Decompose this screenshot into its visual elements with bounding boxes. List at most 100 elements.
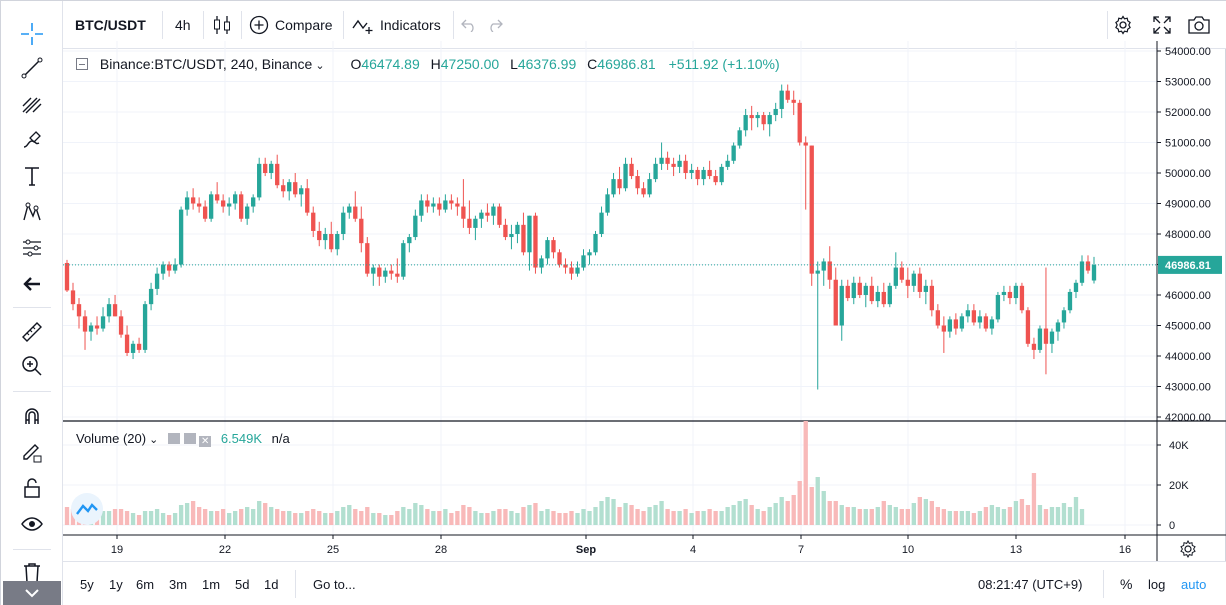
undo-button[interactable] — [461, 1, 477, 49]
interval-button[interactable]: 4h — [175, 17, 191, 33]
toolbar-divider — [162, 11, 163, 39]
candle-body — [142, 304, 148, 350]
chart-style-button[interactable] — [213, 1, 231, 49]
range-button-1m[interactable]: 1m — [202, 576, 221, 592]
volume-bar — [743, 499, 748, 525]
axis-settings-icon[interactable] — [1180, 539, 1196, 559]
volume-bar — [413, 503, 418, 525]
unlock-icon[interactable] — [17, 473, 47, 503]
indicators-button[interactable]: Indicators — [352, 1, 441, 49]
last-price-label: 46986.81 — [1165, 260, 1211, 272]
crosshair-icon[interactable] — [17, 19, 47, 49]
eye-toggle-icon[interactable] — [167, 433, 180, 444]
trend-line-icon[interactable] — [17, 53, 47, 83]
candle-body — [419, 200, 424, 216]
volume-bar — [995, 507, 1001, 525]
toolbar-divider — [13, 391, 51, 392]
volume-legend: Volume (20) ⌄ ✕ 6.549K n/a — [76, 431, 290, 447]
zoom-in-icon[interactable] — [17, 351, 47, 381]
ruler-icon[interactable] — [17, 317, 47, 347]
candle-body — [671, 163, 676, 167]
redo-button[interactable] — [487, 1, 503, 49]
collapse-legend-icon[interactable] — [76, 58, 88, 70]
candle-body — [70, 290, 76, 305]
eye-icon[interactable] — [17, 509, 47, 539]
back-arrow-icon[interactable] — [17, 269, 47, 299]
candle-body — [473, 218, 478, 228]
candle-body — [611, 179, 616, 195]
candle-body — [118, 316, 124, 335]
settings-small-icon[interactable] — [183, 433, 196, 444]
volume-bar — [803, 421, 808, 525]
candle-body — [857, 282, 862, 295]
log-toggle[interactable]: log — [1148, 576, 1166, 592]
range-button-3m[interactable]: 3m — [169, 576, 188, 592]
candle-body — [100, 316, 106, 329]
toolbar-divider — [453, 11, 454, 39]
volume-bar — [341, 507, 346, 525]
volume-bar — [154, 509, 160, 525]
prediction-icon[interactable] — [17, 233, 47, 263]
price-tick-label: 51000.00 — [1165, 138, 1211, 150]
candle-body — [245, 206, 250, 219]
candle-body — [1085, 261, 1091, 271]
snapshot-button[interactable] — [1187, 1, 1211, 49]
goto-button[interactable]: Go to... — [313, 576, 356, 592]
volume-bar — [635, 509, 640, 525]
volume-bar — [719, 511, 724, 525]
magnet-icon[interactable] — [17, 401, 47, 431]
close-small-icon[interactable]: ✕ — [199, 436, 212, 447]
candle-body — [479, 212, 484, 219]
tradingview-logo[interactable] — [71, 493, 103, 525]
redo-icon — [490, 19, 503, 32]
brush-icon[interactable] — [17, 125, 47, 155]
fib-retracement-icon[interactable] — [17, 89, 47, 119]
collapse-toolbar-button[interactable] — [3, 581, 61, 605]
volume-bar — [112, 509, 118, 525]
volume-bar — [1055, 507, 1061, 525]
volume-bar — [275, 509, 280, 525]
volume-bar — [929, 501, 935, 525]
clock-timezone[interactable]: 08:21:47 (UTC+9) — [978, 576, 1083, 592]
range-button-1y[interactable]: 1y — [109, 576, 123, 592]
close-label: C — [587, 56, 598, 72]
time-tick-label: Sep — [576, 544, 596, 556]
candle-body — [329, 234, 334, 250]
settings-button[interactable] — [1113, 1, 1133, 49]
range-button-6m[interactable]: 6m — [136, 576, 155, 592]
drawing-toolbar — [1, 1, 63, 605]
candle-body — [563, 264, 568, 268]
candle-body — [208, 194, 214, 219]
volume-bar — [172, 513, 178, 525]
volume-menu-chevron-icon[interactable]: ⌄ — [149, 434, 159, 446]
volume-bar — [755, 509, 760, 525]
compare-button[interactable]: Compare — [249, 1, 333, 49]
volume-bar — [269, 507, 274, 525]
candle-body — [959, 316, 965, 329]
series-title[interactable]: Binance:BTC/USDT, 240, Binance — [99, 56, 313, 72]
candle-body — [1049, 331, 1055, 344]
candle-body — [791, 99, 796, 103]
volume-bar — [611, 499, 616, 525]
volume-title[interactable]: Volume (20) — [76, 431, 147, 446]
volume-bar — [455, 511, 460, 525]
lock-drawing-pencil-icon[interactable] — [17, 437, 47, 467]
range-button-5d[interactable]: 5d — [235, 576, 250, 592]
percent-toggle[interactable]: % — [1120, 576, 1133, 592]
range-button-1d[interactable]: 1d — [264, 576, 279, 592]
range-button-5y[interactable]: 5y — [80, 576, 94, 592]
candle-body — [124, 334, 130, 353]
pattern-icon[interactable] — [17, 197, 47, 227]
auto-toggle[interactable]: auto — [1181, 576, 1207, 592]
chart-canvas[interactable]: 54000.00 53000.00 52000.00 51000.00 50000.00… — [63, 41, 1226, 561]
candle-body — [545, 240, 550, 259]
fullscreen-button[interactable] — [1152, 1, 1172, 49]
chevron-down-icon — [25, 589, 39, 598]
volume-bar — [785, 501, 790, 525]
candle-body — [347, 206, 352, 213]
symbol-search-button[interactable]: BTC/USDT — [75, 17, 146, 33]
candle-body — [995, 295, 1001, 320]
series-menu-chevron-icon[interactable]: ⌄ — [315, 60, 325, 72]
text-icon[interactable] — [17, 161, 47, 191]
price-tick-label: 42000.00 — [1165, 412, 1211, 424]
